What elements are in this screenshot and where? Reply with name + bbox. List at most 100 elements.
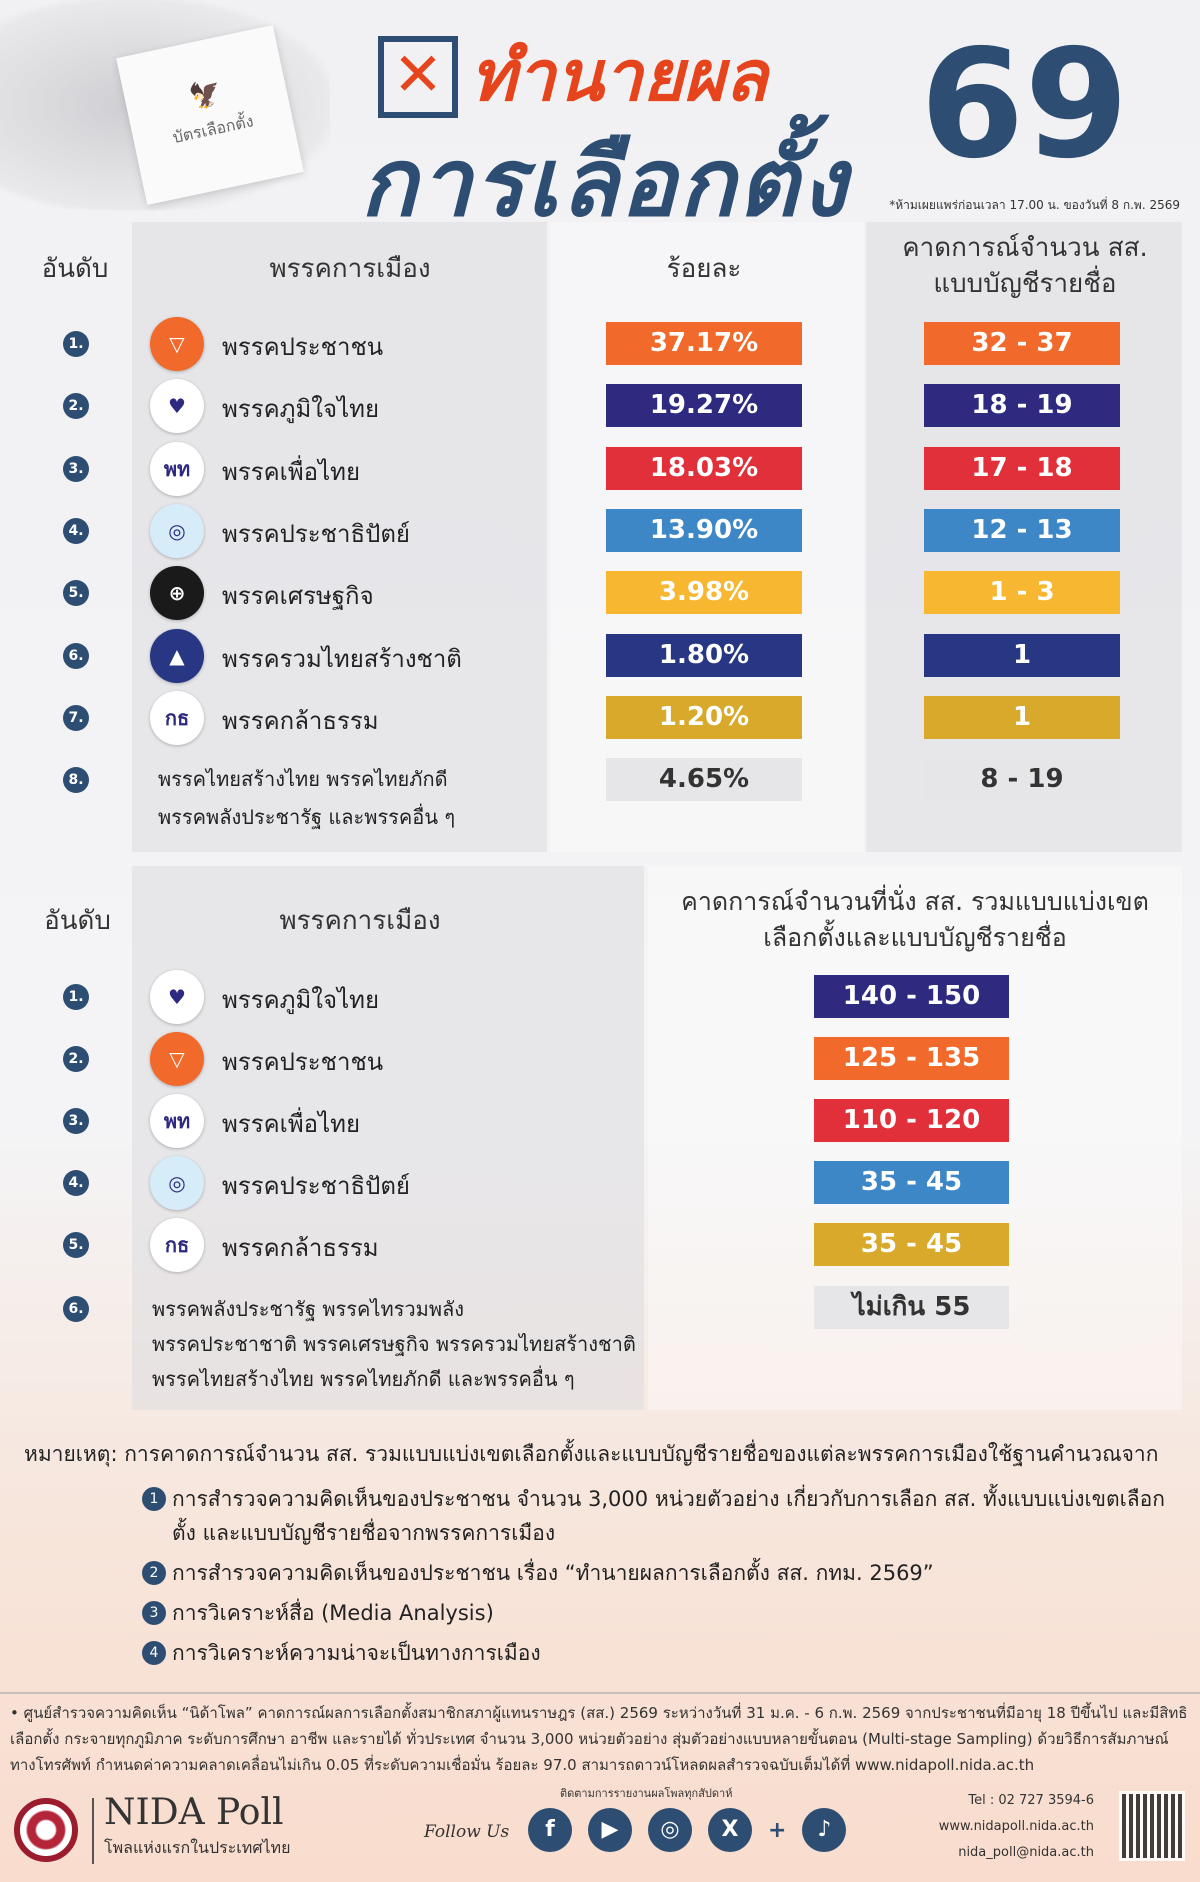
- seats-box: 140 - 150: [814, 975, 1009, 1018]
- percent-box: 37.17%: [606, 322, 802, 365]
- table1-percent-header: ร้อยละ: [666, 254, 742, 284]
- other-parties-line2: พรรคพลังประชารัฐ และพรรคอื่น ๆ: [158, 805, 456, 829]
- seats-box: 32 - 37: [924, 322, 1120, 365]
- follow-us-label: Follow Us: [424, 1822, 510, 1842]
- rank-badge: 1.: [63, 331, 89, 357]
- party-logo-icon: ▽: [150, 1032, 204, 1086]
- rank-badge: 6.: [63, 642, 89, 669]
- other-parties-line1: พรรคไทยสร้างไทย พรรคไทยภักดี: [158, 767, 448, 791]
- table2-party-panel: [132, 866, 644, 1410]
- note-item: 2 การสำรวจความคิดเห็นของประชาชน เรื่อง “ท…: [24, 1556, 1184, 1590]
- tel: Tel : 02 727 3594-6: [968, 1793, 1094, 1808]
- seats-box: 12 - 13: [924, 508, 1120, 552]
- rank-badge: 8.: [63, 767, 89, 793]
- party-logo-icon: ♥: [150, 970, 204, 1024]
- party-name: พรรคเศรษฐกิจ: [222, 582, 374, 611]
- website-link[interactable]: www.nidapoll.nida.ac.th: [938, 1819, 1094, 1834]
- party-logo-icon: พท: [150, 441, 204, 496]
- qr-code[interactable]: [1119, 1791, 1185, 1861]
- notes-intro: การคาดการณ์จำนวน สส. รวมแบบแบ่งเขตเลือกต…: [124, 1442, 1159, 1466]
- party-name: พรรคภูมิใจไทย: [222, 395, 380, 424]
- party-name: พรรคเพื่อไทย: [222, 457, 361, 486]
- party-logo-icon: ▽: [150, 317, 204, 371]
- percent-box: 19.27%: [606, 384, 802, 428]
- party-logo-icon: กธ: [150, 690, 204, 745]
- ballot-x-icon: ✕: [378, 36, 458, 118]
- party-name: พรรคประชาธิปัตย์: [222, 1172, 410, 1200]
- seats-box: 1: [924, 695, 1120, 739]
- party-logo-icon: ⊕: [150, 566, 204, 621]
- percent-box: 1.80%: [606, 633, 802, 677]
- percent-box: 3.98%: [606, 571, 802, 615]
- brand-name: NIDA Poll: [104, 1792, 284, 1833]
- nida-seal-logo: [14, 1798, 78, 1862]
- party-name: พรรคกล้าธรรม: [222, 1234, 379, 1262]
- party-logo-icon: ◎: [150, 503, 204, 558]
- tiktok-icon[interactable]: ♪: [802, 1808, 847, 1852]
- table2-rank-header: อันดับ: [44, 906, 111, 936]
- notes-label: หมายเหตุ:: [24, 1442, 118, 1466]
- seats-box: 1: [924, 633, 1120, 677]
- ballot-text: บัตรเลือกตั้ง: [170, 111, 256, 147]
- party-name: พรรคเพื่อไทย: [222, 1110, 361, 1138]
- note-number: 3: [142, 1601, 166, 1625]
- percent-box-other: 4.65%: [606, 758, 802, 801]
- title-line1: ทำนายผล: [470, 35, 768, 117]
- notes-section: หมายเหตุ: การคาดการณ์จำนวน สส. รวมแบบแบ่…: [24, 1432, 1184, 1670]
- instagram-icon[interactable]: ◎: [648, 1808, 692, 1852]
- party-name: พรรครวมไทยสร้างชาติ: [222, 644, 462, 673]
- rank-badge: 4.: [63, 1170, 89, 1196]
- rank-badge: 3.: [63, 455, 89, 482]
- embargo-note: *ห้ามเผยแพร่ก่อนเวลา 17.00 น. ของวันที่ …: [889, 198, 1180, 212]
- brand-tagline: โพลแห่งแรกในประเทศไทย: [104, 1838, 291, 1857]
- table2-party-header: พรรคการเมือง: [279, 906, 441, 936]
- methodology-text: • ศูนย์สำรวจความคิดเห็น “นิด้าโพล” คาดกา…: [10, 1704, 1188, 1774]
- party-logo-icon: กธ: [150, 1218, 204, 1272]
- facebook-icon[interactable]: f: [528, 1808, 572, 1852]
- x-icon[interactable]: X: [708, 1808, 752, 1852]
- note-text: การสำรวจความคิดเห็นของประชาชน เรื่อง “ทำ…: [172, 1561, 934, 1585]
- party-name: พรรคประชาชน: [222, 1048, 384, 1076]
- note-text: การวิเคราะห์ความน่าจะเป็นทางการเมือง: [172, 1641, 541, 1665]
- table1-party-header: พรรคการเมือง: [269, 254, 431, 284]
- note-item: 1 การสำรวจความคิดเห็นของประชาชน จำนวน 3,0…: [24, 1482, 1184, 1550]
- percent-box: 1.20%: [606, 695, 802, 739]
- note-item: 3 การวิเคราะห์สื่อ (Media Analysis): [24, 1596, 1184, 1630]
- seats-box-other: ไม่เกิน 55: [814, 1286, 1009, 1329]
- plus-sign: +: [768, 1817, 787, 1843]
- note-text: การวิเคราะห์สื่อ (Media Analysis): [172, 1601, 494, 1625]
- party-logo-icon: พท: [150, 1094, 204, 1148]
- seats-box: 35 - 45: [814, 1223, 1009, 1266]
- seats-box-other: 8 - 19: [924, 758, 1120, 801]
- seats-box: 1 - 3: [924, 571, 1120, 615]
- party-logo-icon: ▲: [150, 628, 204, 683]
- rank-badge: 4.: [63, 517, 89, 544]
- percent-box: 13.90%: [606, 508, 802, 552]
- rank-badge: 3.: [63, 1108, 89, 1134]
- party-name: พรรคประชาชน: [222, 333, 384, 361]
- other-parties-line1: พรรคพลังประชารัฐ พรรคไทรวมพลัง: [152, 1297, 465, 1321]
- email-link[interactable]: nida_poll@nida.ac.th: [958, 1845, 1094, 1860]
- table1-seats-header: คาดการณ์จำนวน สส. แบบบัญชีรายชื่อ: [902, 233, 1148, 299]
- rank-badge: 6.: [63, 1296, 89, 1322]
- rank-badge: 5.: [63, 580, 89, 607]
- seats-box: 110 - 120: [814, 1099, 1009, 1142]
- contact-info: Tel : 02 727 3594-6 www.nidapoll.nida.ac…: [930, 1788, 1094, 1866]
- party-logo-icon: ♥: [150, 379, 204, 434]
- rank-badge: 7.: [63, 704, 89, 731]
- footer-divider: [0, 1692, 1200, 1694]
- note-item: 4 การวิเคราะห์ความน่าจะเป็นทางการเมือง: [24, 1636, 1184, 1670]
- other-parties-line2: พรรคประชาชาติ พรรคเศรษฐกิจ พรรครวมไทยสร้…: [152, 1332, 636, 1356]
- note-text: การสำรวจความคิดเห็นของประชาชน จำนวน 3,00…: [172, 1487, 1165, 1545]
- party-name: พรรคภูมิใจไทย: [222, 986, 380, 1014]
- party-logo-icon: ◎: [150, 1156, 204, 1210]
- logo-divider: [92, 1798, 94, 1864]
- note-number: 1: [142, 1487, 166, 1511]
- table1-rank-header: อันดับ: [41, 254, 109, 284]
- seats-box: 35 - 45: [814, 1161, 1009, 1204]
- rank-badge: 5.: [63, 1232, 89, 1258]
- follow-caption: ติดตามการรายงานผลโพลทุกสัปดาห์: [560, 1787, 733, 1800]
- youtube-icon[interactable]: ▶: [588, 1808, 632, 1852]
- title-number: 69: [920, 18, 1129, 192]
- percent-box: 18.03%: [606, 446, 802, 490]
